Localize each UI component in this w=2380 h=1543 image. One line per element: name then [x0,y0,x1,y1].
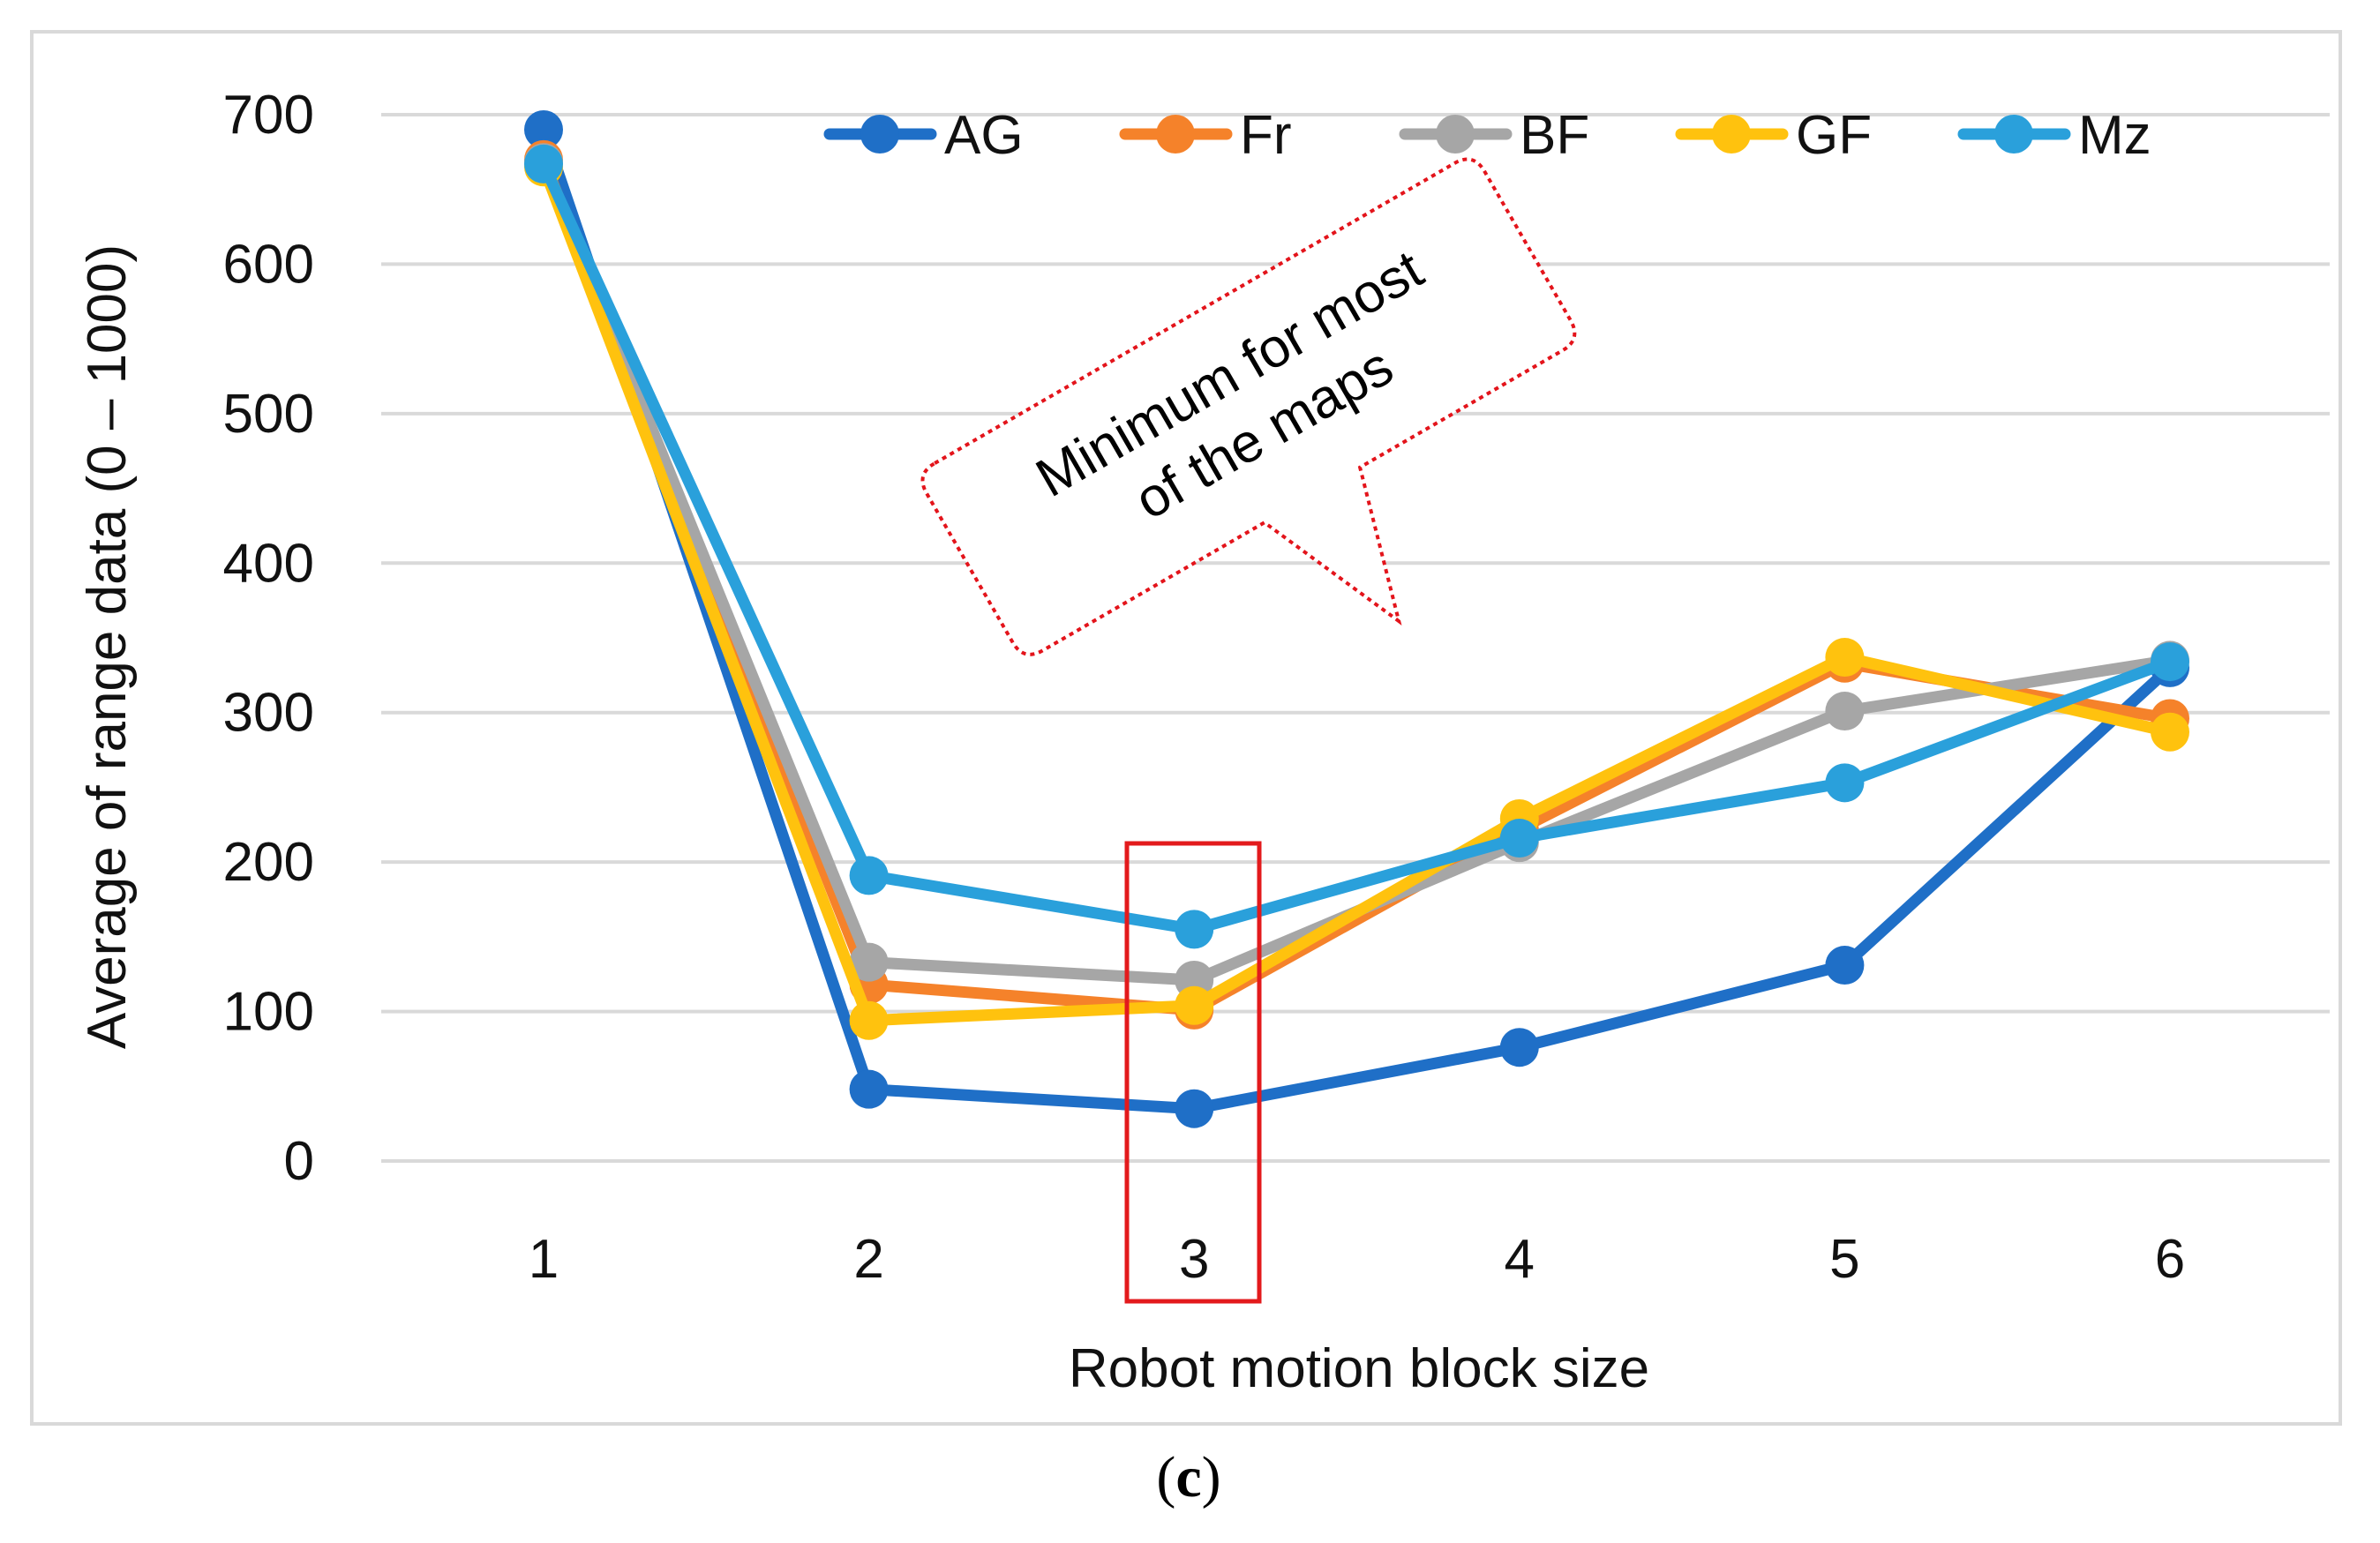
data-point [2151,642,2189,682]
data-point [849,1069,889,1109]
data-point [849,1000,889,1040]
x-tick-labels: 1 2 3 4 5 6 [529,1229,2185,1290]
data-point [1825,638,1865,678]
data-point [2151,712,2189,752]
legend-marker [860,115,899,154]
series-lines [524,109,2189,1128]
figure-caption: (c) [1156,1445,1220,1509]
x-tick-label: 3 [1179,1229,1209,1290]
legend-marker [1712,115,1751,154]
data-point [1825,763,1865,803]
data-point [1825,692,1865,731]
legend-label: Fr [1240,105,1292,166]
data-point [524,144,563,184]
series-line [537,124,2176,1115]
legend-marker [1994,115,2033,154]
y-tick-labels: 0 100 200 300 400 500 600 700 [223,85,314,1192]
y-tick-label: 400 [223,533,314,594]
caption-open: ( [1156,1445,1175,1509]
series-mz [524,144,2189,949]
data-point [1175,910,1214,949]
y-axis-title: Average of range data (0 – 1000) [77,244,138,1049]
data-point [1175,1089,1214,1128]
legend-label: BF [1520,105,1589,166]
caption-letter: c [1175,1445,1201,1509]
y-tick-label: 300 [223,683,314,744]
callout-shape [920,157,1577,656]
legend-item-gf: GF [1675,105,1872,166]
data-point [849,942,889,982]
x-axis-title: Robot motion block size [1069,1338,1649,1399]
x-tick-label: 2 [853,1229,883,1290]
legend-marker [1156,115,1195,154]
data-point [1499,1028,1539,1067]
y-tick-label: 200 [223,832,314,893]
y-tick-label: 700 [223,85,314,146]
y-tick-label: 0 [284,1131,314,1192]
data-point [1825,946,1865,985]
legend-label: Mz [2078,105,2151,166]
caption-close: ) [1202,1445,1221,1509]
x-tick-label: 6 [2155,1229,2185,1290]
legend: AG Fr BF GF Mz [823,105,2151,166]
highlight-box [1124,841,1262,1304]
legend-marker [1436,115,1475,154]
x-tick-label: 1 [529,1229,559,1290]
legend-item-bf: BF [1399,105,1589,166]
y-tick-label: 500 [223,384,314,445]
legend-label: GF [1796,105,1872,166]
data-point [1499,819,1539,858]
data-point [849,856,889,895]
y-tick-label: 600 [223,234,314,295]
legend-item-mz: Mz [1957,105,2151,166]
legend-label: AG [944,105,1024,166]
x-tick-label: 4 [1505,1229,1535,1290]
series-line [537,161,2176,1027]
y-tick-label: 100 [223,982,314,1043]
series-line [537,158,2176,935]
data-point [1175,985,1214,1025]
x-tick-label: 5 [1829,1229,1859,1290]
legend-item-fr: Fr [1119,105,1292,166]
data-point [524,109,563,149]
legend-item-ag: AG [823,105,1024,166]
